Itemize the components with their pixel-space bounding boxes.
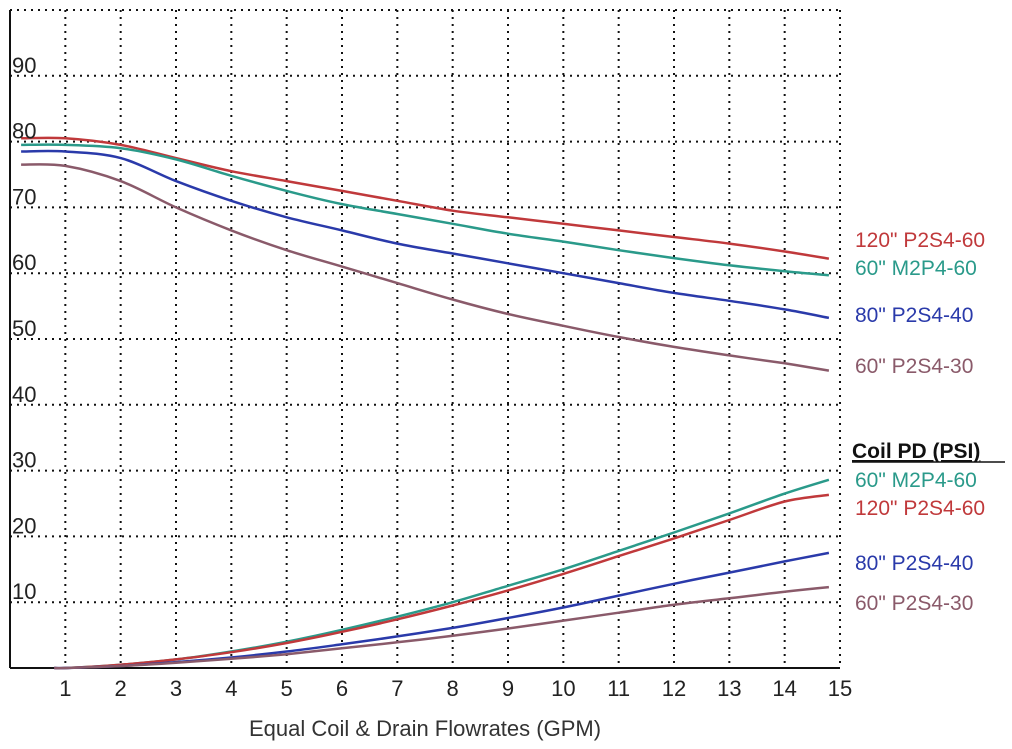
y-tick-label: 30 <box>12 448 36 473</box>
x-tick-label: 3 <box>170 676 182 701</box>
x-tick-label: 14 <box>772 676 796 701</box>
series-line <box>21 143 830 277</box>
x-tick-label: 6 <box>336 676 348 701</box>
series-label: 60" P2S4-30 <box>855 355 973 378</box>
series-label: 60" P2S4-30 <box>855 592 973 615</box>
x-tick-label: 12 <box>662 676 686 701</box>
series-line <box>54 493 830 670</box>
x-tick-label: 7 <box>391 676 403 701</box>
series-label: 120" P2S4-60 <box>855 497 985 520</box>
y-tick-label: 50 <box>12 316 36 341</box>
series-lines <box>21 136 830 670</box>
y-tick-label: 70 <box>12 184 36 209</box>
x-axis-title: Equal Coil & Drain Flowrates (GPM) <box>249 716 601 741</box>
x-tick-label: 11 <box>607 676 630 701</box>
series-line <box>54 585 830 670</box>
x-tick-label: 13 <box>717 676 741 701</box>
series-line <box>21 149 830 320</box>
x-tick-label: 5 <box>281 676 293 701</box>
series-label: 60" M2P4-60 <box>855 257 977 280</box>
y-tick-label: 10 <box>12 579 36 604</box>
series-label: 80" P2S4-40 <box>855 304 973 327</box>
y-tick-label: 60 <box>12 250 36 275</box>
x-tick-label: 8 <box>447 676 459 701</box>
x-tick-label: 15 <box>828 676 852 701</box>
series-line <box>21 163 830 372</box>
series-label: 120" P2S4-60 <box>855 229 985 252</box>
y-tick-label: 20 <box>12 513 36 538</box>
series-label: 80" P2S4-40 <box>855 552 973 575</box>
x-tick-label: 2 <box>115 676 127 701</box>
series-line <box>21 136 830 260</box>
x-tick-label: 1 <box>59 676 71 701</box>
series-label: 60" M2P4-60 <box>855 469 977 492</box>
legend-title: Coil PD (PSI) <box>852 440 980 463</box>
x-tick-label: 4 <box>225 676 237 701</box>
x-tick-label: 9 <box>502 676 514 701</box>
series-labels: 120" P2S4-60 60" M2P4-60 80" P2S4-40 60" P2… <box>852 229 1005 615</box>
y-tick-label: 80 <box>12 119 36 144</box>
x-tick-label: 10 <box>551 676 575 701</box>
axes <box>9 10 840 669</box>
y-tick-label: 40 <box>12 382 36 407</box>
grid <box>10 9 841 668</box>
y-tick-label: 90 <box>12 53 36 78</box>
